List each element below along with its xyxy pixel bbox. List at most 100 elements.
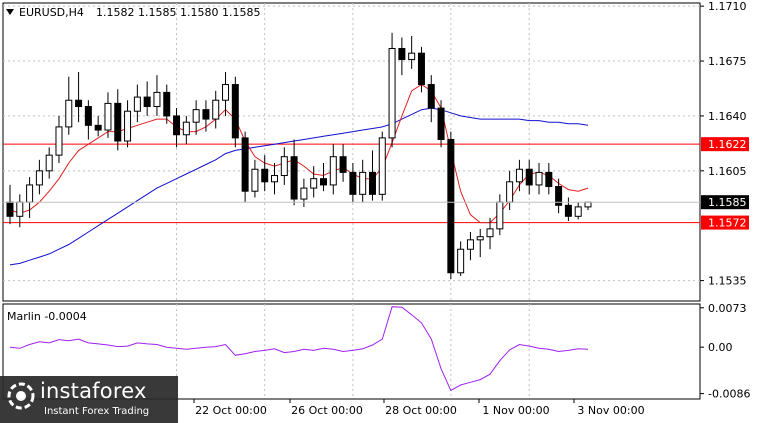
chart-header-symbol: EURUSD,H4 xyxy=(19,6,84,19)
indicator-label: Marlin -0.0004 xyxy=(7,310,87,323)
candle xyxy=(280,147,288,185)
indicator-tick-label: -0.0086 xyxy=(708,388,750,401)
candle xyxy=(368,150,376,201)
candle xyxy=(104,92,112,138)
candle xyxy=(359,159,367,203)
indicator-tick-label: 0.0073 xyxy=(708,302,747,315)
level-price-label: 1.1572 xyxy=(708,217,747,230)
time-tick-label: 28 Oct 00:00 xyxy=(385,404,457,417)
candle-body xyxy=(212,99,220,120)
current-price-label: 1.1585 xyxy=(708,196,747,209)
candle-body xyxy=(133,96,141,112)
candle xyxy=(75,72,83,123)
candle-body xyxy=(310,178,318,189)
candle-body xyxy=(319,178,327,186)
time-axis: 22 Oct 00:00 26 Oct 00:00 28 Oct 00:00 1 No… xyxy=(193,399,645,417)
time-tick-label: 3 Nov 00:00 xyxy=(577,404,644,417)
candle-body xyxy=(45,154,53,172)
candle xyxy=(564,197,572,222)
candle-body xyxy=(143,96,151,108)
candle xyxy=(486,217,494,250)
candle-body xyxy=(535,171,543,186)
candle-body xyxy=(104,102,112,131)
candle-body xyxy=(349,171,357,195)
candle-body xyxy=(222,84,230,101)
candle-body xyxy=(515,168,523,183)
candle xyxy=(290,139,298,206)
instaforex-logo-icon xyxy=(7,382,35,410)
watermark-name: instaforex xyxy=(40,379,147,403)
candle xyxy=(310,166,318,198)
candle-body xyxy=(339,156,347,173)
candle xyxy=(241,131,249,203)
price-axis: 1.1710 1.1675 1.1640 1.1605 1.1535 1.1622 1.15… xyxy=(3,0,749,288)
watermark-tagline: Instant Forex Trading xyxy=(44,406,150,417)
candle xyxy=(457,241,465,276)
candle-body xyxy=(564,204,572,217)
candle xyxy=(525,159,533,195)
candle-body xyxy=(506,181,514,203)
candle-body xyxy=(202,109,210,120)
candle xyxy=(55,115,63,163)
time-tick-label: 22 Oct 00:00 xyxy=(195,404,267,417)
candle-body xyxy=(417,52,425,86)
candle-body xyxy=(26,184,34,203)
candle xyxy=(231,76,239,148)
ma-blue-line xyxy=(9,107,589,266)
ma-blue xyxy=(9,107,589,266)
candle xyxy=(133,84,141,123)
candle-body xyxy=(388,47,396,139)
candle xyxy=(261,155,269,192)
candle xyxy=(45,147,53,179)
candle-body xyxy=(359,171,367,195)
candle-body xyxy=(525,168,533,186)
candle-body xyxy=(114,102,122,142)
candle-body xyxy=(555,186,563,206)
candle xyxy=(466,231,474,261)
candle xyxy=(163,84,171,124)
candle-body xyxy=(329,156,337,186)
candle-body xyxy=(94,124,102,131)
indicator-tick-label: 0.00 xyxy=(708,341,733,354)
candle-body xyxy=(437,107,445,140)
marlin-line xyxy=(9,306,589,392)
candle xyxy=(124,100,132,148)
candle-body xyxy=(261,168,269,183)
candle-body xyxy=(163,91,171,117)
candle-body xyxy=(466,239,474,250)
candle xyxy=(515,159,523,192)
ma-red-line xyxy=(9,84,589,224)
candle xyxy=(555,178,563,214)
candle xyxy=(427,75,435,123)
chart-header-ohlc: 1.1582 1.1585 1.1580 1.1585 xyxy=(96,6,260,19)
candle-body xyxy=(408,52,416,60)
candle xyxy=(251,159,259,198)
candle xyxy=(192,100,200,135)
price-tick-label: 1.1710 xyxy=(708,0,747,13)
candle-body xyxy=(6,201,14,217)
candle-body xyxy=(16,201,24,217)
candle xyxy=(378,131,386,201)
candle-body xyxy=(231,84,239,139)
candle-body xyxy=(574,206,582,217)
price-tick-label: 1.1675 xyxy=(708,55,747,68)
candle xyxy=(447,131,455,280)
level-price-badge xyxy=(701,215,749,230)
candle-body xyxy=(271,175,279,183)
candle-body xyxy=(173,115,181,136)
candle xyxy=(339,144,347,182)
candle xyxy=(173,108,181,148)
candle-body xyxy=(153,91,161,108)
collapse-triangle-icon[interactable] xyxy=(6,9,14,15)
time-tick-label: 1 Nov 00:00 xyxy=(482,404,549,417)
price-tick-label: 1.1535 xyxy=(708,275,747,288)
candle xyxy=(408,35,416,69)
candle-body xyxy=(192,109,200,123)
candle xyxy=(182,115,190,145)
candle-body xyxy=(124,110,132,142)
candle xyxy=(84,100,92,140)
candle xyxy=(114,89,122,151)
candle xyxy=(35,159,43,195)
candle-body xyxy=(545,171,553,188)
candle-body xyxy=(584,201,592,208)
